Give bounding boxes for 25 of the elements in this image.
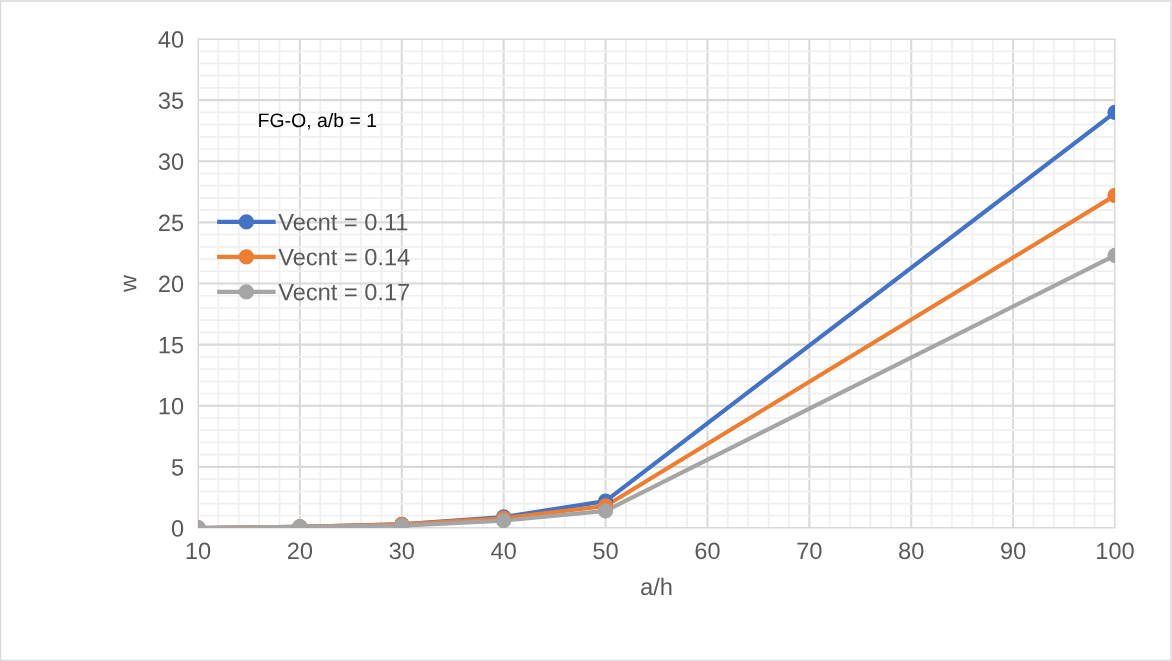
- legend-label: Vecnt = 0.17: [278, 283, 410, 301]
- x-tick-label: 100: [1097, 542, 1134, 560]
- y-tick-label: 20: [159, 275, 184, 293]
- y-tick-label: 25: [159, 214, 184, 232]
- x-tick-label: 60: [695, 542, 720, 560]
- y-axis-title: w: [123, 274, 137, 293]
- y-tick-label: 15: [159, 336, 184, 354]
- x-tick-label: 10: [186, 542, 211, 560]
- y-tick-label: 5: [171, 459, 184, 476]
- x-tick-label: 50: [593, 542, 618, 560]
- legend-label: Vecnt = 0.11: [278, 213, 408, 231]
- x-tick-label: 20: [287, 542, 313, 560]
- x-tick-label: 80: [899, 542, 924, 560]
- x-tick-label: 30: [389, 542, 414, 560]
- x-tick-label: 90: [1001, 542, 1026, 560]
- annotation: FG-O, a/b = 1: [259, 112, 377, 130]
- y-tick-label: 35: [158, 92, 184, 109]
- y-tick-label: 0: [171, 520, 184, 537]
- legend-label: Vecnt = 0.14: [278, 248, 410, 266]
- y-tick-label: 10: [159, 397, 184, 415]
- x-tick-label: 40: [491, 542, 516, 560]
- x-tick-label: 70: [797, 542, 822, 560]
- y-tick-label: 40: [158, 31, 184, 48]
- x-axis-title: a/h: [641, 577, 672, 596]
- y-tick-label: 30: [158, 153, 184, 171]
